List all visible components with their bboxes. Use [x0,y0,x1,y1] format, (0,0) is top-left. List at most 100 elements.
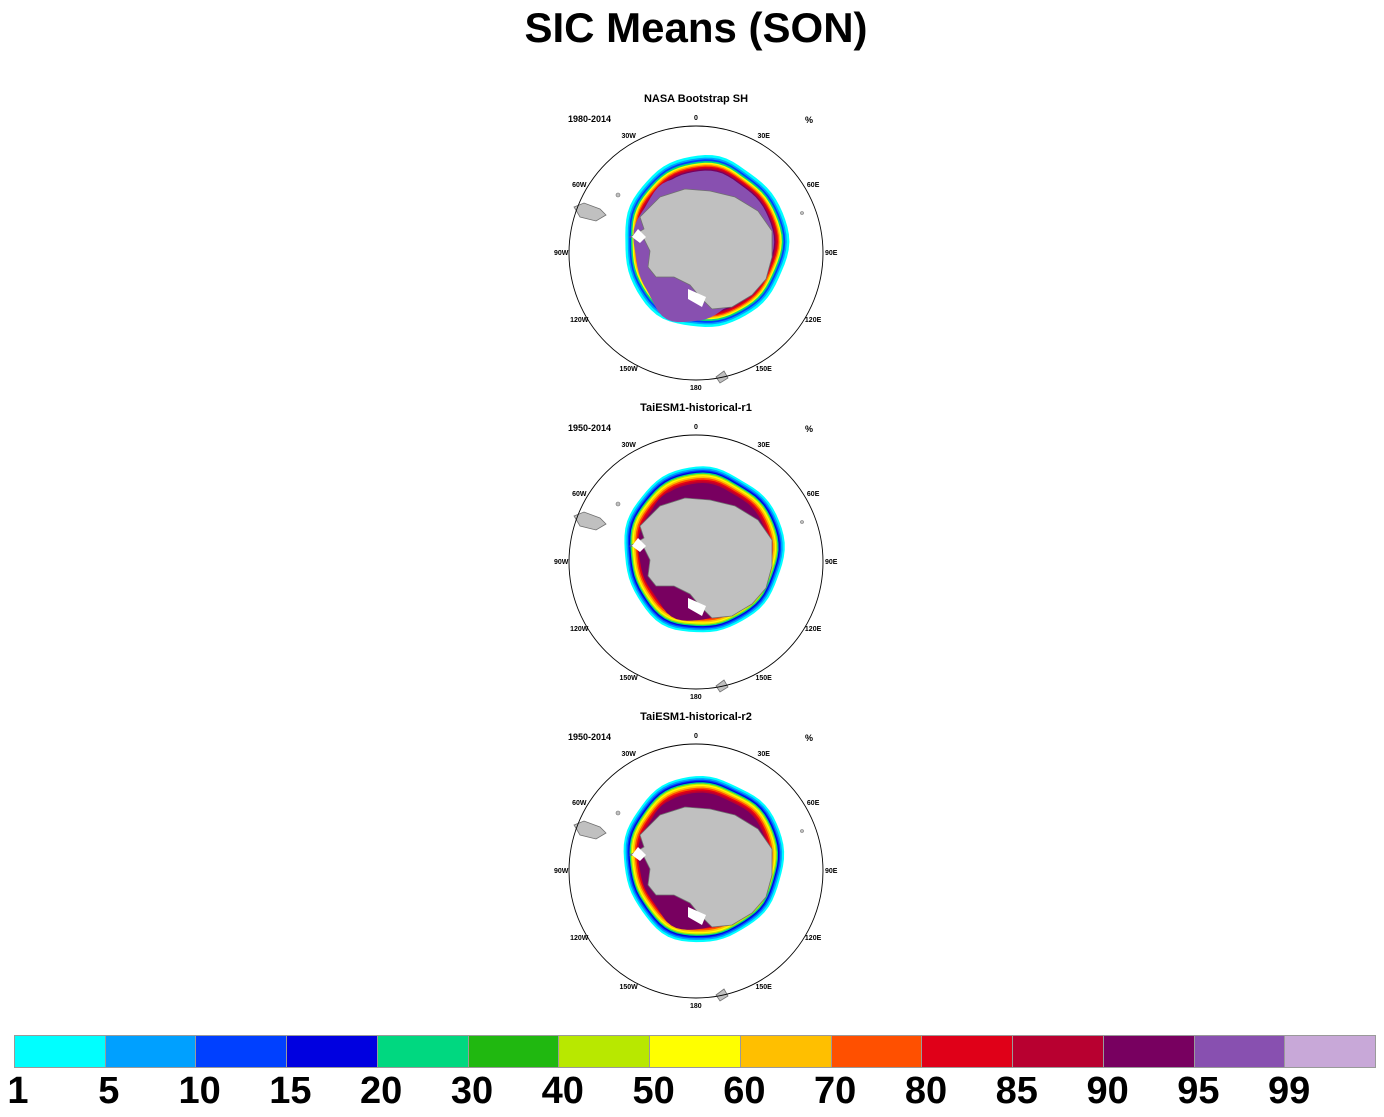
longitude-label: 150E [755,366,772,374]
longitude-label: 150W [619,675,638,683]
colorbar-box [1285,1036,1376,1067]
colorbar-tick-label: 40 [541,1070,584,1112]
longitude-label: 60W [572,491,587,498]
colorbar-tick-label: 85 [995,1070,1038,1112]
colorbar-tick-label: 50 [632,1070,675,1112]
longitude-label: 0 [694,732,698,740]
island [615,192,621,198]
longitude-label: 60E [806,800,820,807]
colorbar-tick-label: 90 [1086,1070,1129,1112]
polar-map [568,434,824,693]
map-panel-model-r1: TaiESM1-historical-r1 1950-2014 % 0 30E 60… [520,402,872,708]
longitude-label: 30E [757,132,770,140]
longitude-label: 30E [757,441,770,449]
colorbar [14,1035,1376,1068]
map-boundary [568,434,824,690]
colorbar-box [196,1036,288,1067]
colorbar-box [1013,1036,1104,1067]
island [800,211,804,215]
island [615,501,621,507]
colorbar-tick-label: 95 [1177,1070,1220,1112]
ross-sea-polynya [688,598,706,616]
colorbar-tick-label: 60 [723,1070,766,1112]
colorbar-tick-label: 80 [904,1070,948,1112]
longitude-label: 60E [806,491,820,498]
panel-date-range: 1950-2014 [568,423,612,433]
longitude-label: 90E [825,558,838,566]
weddell-coast-gap [632,847,646,861]
figure-title: SIC Means (SON) [524,4,868,51]
colorbar-box [922,1036,1014,1067]
longitude-label: 30E [757,750,770,758]
ross-sea-polynya [688,289,706,307]
panel-title: TaiESM1-historical-r2 [640,711,752,723]
colorbar-box [650,1036,741,1067]
longitude-label: 150W [619,984,638,992]
panel-unit: % [805,424,814,434]
colorbar-labels: 1 5 10 15 20 30 40 50 60 70 80 85 90 95 99 [7,1070,1376,1116]
longitude-label: 180 [690,693,702,701]
colorbar-tick-label: 5 [98,1070,120,1112]
south-america-landmass [573,820,607,840]
colorbar-box [1194,1036,1286,1067]
longitude-label: 90W [554,558,569,566]
colorbar-box [740,1036,832,1067]
antarctica-landmass [628,497,773,619]
colorbar-box [468,1036,560,1067]
longitude-label: 60E [806,182,820,189]
panel-unit: % [805,733,814,743]
panel-date-range: 1950-2014 [568,732,612,742]
colorbar-tick-label: 70 [814,1070,857,1112]
weddell-coast-gap [632,538,646,552]
ross-sea-polynya [688,907,706,925]
longitude-label: 150E [755,675,772,683]
longitude-label: 30W [621,750,636,758]
island [800,520,804,524]
panel-unit: % [805,115,814,125]
longitude-label: 0 [694,423,698,431]
longitude-label: 90W [554,249,569,257]
colorbar-tick-label: 15 [269,1070,312,1112]
longitude-label: 120W [570,626,589,633]
longitude-label: 120W [570,317,589,324]
map-boundary [568,743,824,999]
map-panel-obs: NASA Bootstrap SH 1980-2014 % 0 30E 60E 90E… [520,93,872,399]
island [615,810,621,816]
colorbar-box [377,1036,469,1067]
weddell-coast-gap [632,229,646,243]
longitude-label: 30W [621,132,636,140]
longitude-label: 0 [694,114,698,122]
colorbar-tick-label: 99 [1268,1070,1311,1112]
colorbar-tick-label: 1 [7,1070,29,1112]
polar-map [568,743,824,1002]
panel-title: TaiESM1-historical-r1 [640,402,752,414]
longitude-label: 180 [690,384,702,392]
longitude-label: 120E [804,935,822,942]
colorbar-box [1103,1036,1195,1067]
south-america-landmass [573,511,607,531]
south-america-landmass [573,202,607,222]
panel-title: NASA Bootstrap SH [643,93,749,105]
colorbar-box [287,1036,378,1067]
colorbar-box [831,1036,923,1067]
polar-map [568,125,824,384]
longitude-label: 30W [621,441,636,449]
map-panel-model-r2: TaiESM1-historical-r2 1950-2014 % 0 30E 60… [520,711,872,1017]
longitude-label: 120E [804,317,822,324]
antarctica-landmass [628,806,773,928]
colorbar-tick-label: 30 [450,1070,494,1112]
colorbar-box [15,1036,106,1067]
longitude-label: 150W [619,366,638,374]
longitude-label: 90E [825,867,838,875]
panel-date-range: 1980-2014 [568,114,612,124]
longitude-label: 150E [755,984,772,992]
longitude-label: 90W [554,867,569,875]
colorbar-box [105,1036,197,1067]
longitude-label: 60W [572,800,587,807]
colorbar-box [559,1036,651,1067]
longitude-label: 180 [690,1002,702,1010]
colorbar-tick-label: 10 [178,1070,221,1112]
antarctica-landmass [628,188,773,310]
longitude-label: 60W [572,182,587,189]
longitude-label: 120E [804,626,822,633]
